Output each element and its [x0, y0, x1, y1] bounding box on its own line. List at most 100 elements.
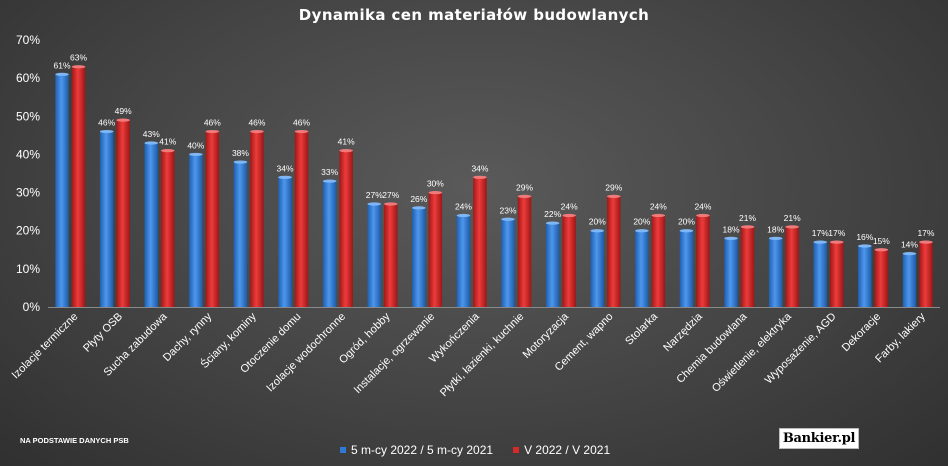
bar-cap-series-2 [785, 225, 799, 229]
bar-cap-series-2 [517, 194, 532, 198]
bar-cap-series-2 [384, 202, 398, 206]
x-tick-label: Stolarka [623, 310, 661, 348]
bar-series-2 [919, 242, 933, 307]
bar-series-2 [696, 215, 710, 307]
x-tick-label: Narzędzia [661, 310, 705, 354]
bankier-logo: Bankier.pl [779, 428, 859, 449]
bar-series-1 [724, 238, 738, 307]
bar-series-1 [367, 204, 381, 307]
data-label-series-1: 43% [143, 129, 160, 139]
bar-series-1 [679, 230, 694, 307]
bar-series-2 [830, 242, 844, 307]
bar-cap-series-2 [339, 149, 353, 153]
bar-series-2 [116, 120, 130, 307]
bar-cap-series-1 [233, 160, 248, 164]
data-label-series-1: 14% [901, 240, 918, 250]
data-label-series-1: 26% [410, 194, 427, 204]
y-axis: 0% 10% 20% 30% 40% 50% 60% 70% [16, 33, 940, 314]
bar-cap-series-2 [740, 225, 755, 229]
x-tick-label: Płyty OSB [81, 311, 125, 355]
bar-cap-series-2 [161, 149, 175, 153]
bar-series-1 [545, 223, 560, 307]
data-label-series-2: 21% [784, 213, 801, 223]
data-label-series-1: 20% [678, 217, 695, 227]
bar-series-1 [322, 181, 337, 307]
data-label-series-2: 46% [248, 118, 265, 128]
data-label-series-1: 61% [54, 60, 71, 70]
data-label-series-2: 34% [471, 163, 488, 173]
data-label-series-1: 38% [232, 148, 249, 158]
data-label-series-2: 46% [204, 118, 221, 128]
bar-cap-series-1 [189, 152, 203, 157]
bar-cap-series-1 [858, 244, 872, 248]
bar-cap-series-1 [501, 217, 515, 221]
bar-series-2 [874, 249, 889, 307]
bar-cap-series-2 [696, 213, 710, 218]
y-tick-label: 30% [16, 186, 40, 200]
bar-series-2 [607, 196, 621, 307]
data-label-series-2: 46% [293, 118, 310, 128]
bar-cap-series-1 [724, 236, 738, 240]
bar-chart: 0%10%20%30%40%50%60%70% 61%63%46%49%43%4… [10, 33, 940, 399]
data-label-series-1: 18% [767, 224, 784, 234]
y-tick-label: 50% [16, 109, 40, 123]
data-label-series-2: 17% [828, 228, 845, 238]
data-label-series-1: 16% [856, 232, 873, 242]
data-label-series-2: 27% [382, 190, 399, 200]
data-label-series-1: 17% [812, 228, 829, 238]
bar-cap-series-2 [473, 175, 487, 179]
bar-cap-series-2 [205, 129, 220, 134]
data-label-series-2: 17% [917, 228, 934, 238]
bar-cap-series-1 [278, 175, 292, 179]
data-label-series-1: 22% [544, 209, 561, 219]
legend-swatch-series-1 [340, 447, 346, 453]
data-label-series-2: 30% [427, 179, 444, 189]
x-tick-label: Płytki, łazienki, kuchnie [438, 311, 526, 399]
bar-series-1 [456, 215, 471, 307]
data-labels-group: 61%63%46%49%43%41% 40%46%38%46%34%46%33%4… [54, 53, 935, 250]
data-label-series-2: 41% [338, 137, 355, 147]
bar-cap-series-2 [250, 129, 264, 134]
data-label-series-1: 40% [187, 140, 204, 150]
bar-series-1 [768, 238, 783, 307]
bar-series-2 [250, 131, 264, 307]
y-tick-label: 20% [16, 224, 40, 238]
bar-series-2 [384, 204, 398, 307]
x-tick-label: Izolacje termiczne [10, 311, 81, 382]
bar-series-1 [55, 74, 69, 307]
bar-series-2 [205, 131, 220, 307]
bar-series-1 [501, 219, 515, 307]
legend-item-series-1: 5 m-cy 2022 / 5 m-cy 2021 [340, 443, 493, 457]
data-label-series-1: 20% [589, 217, 606, 227]
data-label-series-2: 49% [115, 106, 132, 116]
bar-series-2 [428, 192, 443, 307]
bar-series-2 [339, 150, 353, 307]
bar-cap-series-1 [635, 229, 649, 233]
data-label-series-1: 23% [500, 205, 517, 215]
data-label-series-1: 24% [455, 201, 472, 211]
data-label-series-2: 24% [561, 201, 578, 211]
bar-cap-series-1 [456, 213, 471, 218]
bar-cap-series-2 [919, 240, 933, 244]
bar-cap-series-1 [322, 179, 337, 183]
bar-cap-series-1 [144, 141, 158, 145]
legend: 5 m-cy 2022 / 5 m-cy 2021 V 2022 / V 202… [340, 442, 610, 458]
bar-cap-series-1 [412, 206, 426, 210]
bar-cap-series-1 [99, 129, 114, 134]
bar-series-2 [473, 177, 487, 307]
bar-cap-series-2 [116, 118, 130, 122]
bar-series-1 [813, 242, 827, 307]
bar-series-1 [635, 230, 649, 307]
bar-cap-series-2 [651, 213, 666, 218]
source-note: NA PODSTAWIE DANYCH PSB [20, 436, 129, 445]
bar-series-1 [189, 154, 203, 307]
legend-swatch-series-2 [513, 447, 520, 453]
data-label-series-2: 29% [516, 182, 533, 192]
data-label-series-2: 63% [70, 53, 87, 63]
bar-series-2 [294, 131, 309, 307]
bar-cap-series-1 [679, 229, 694, 233]
bar-cap-series-2 [294, 129, 309, 134]
bars-group [55, 65, 933, 307]
data-label-series-1: 34% [277, 163, 294, 173]
